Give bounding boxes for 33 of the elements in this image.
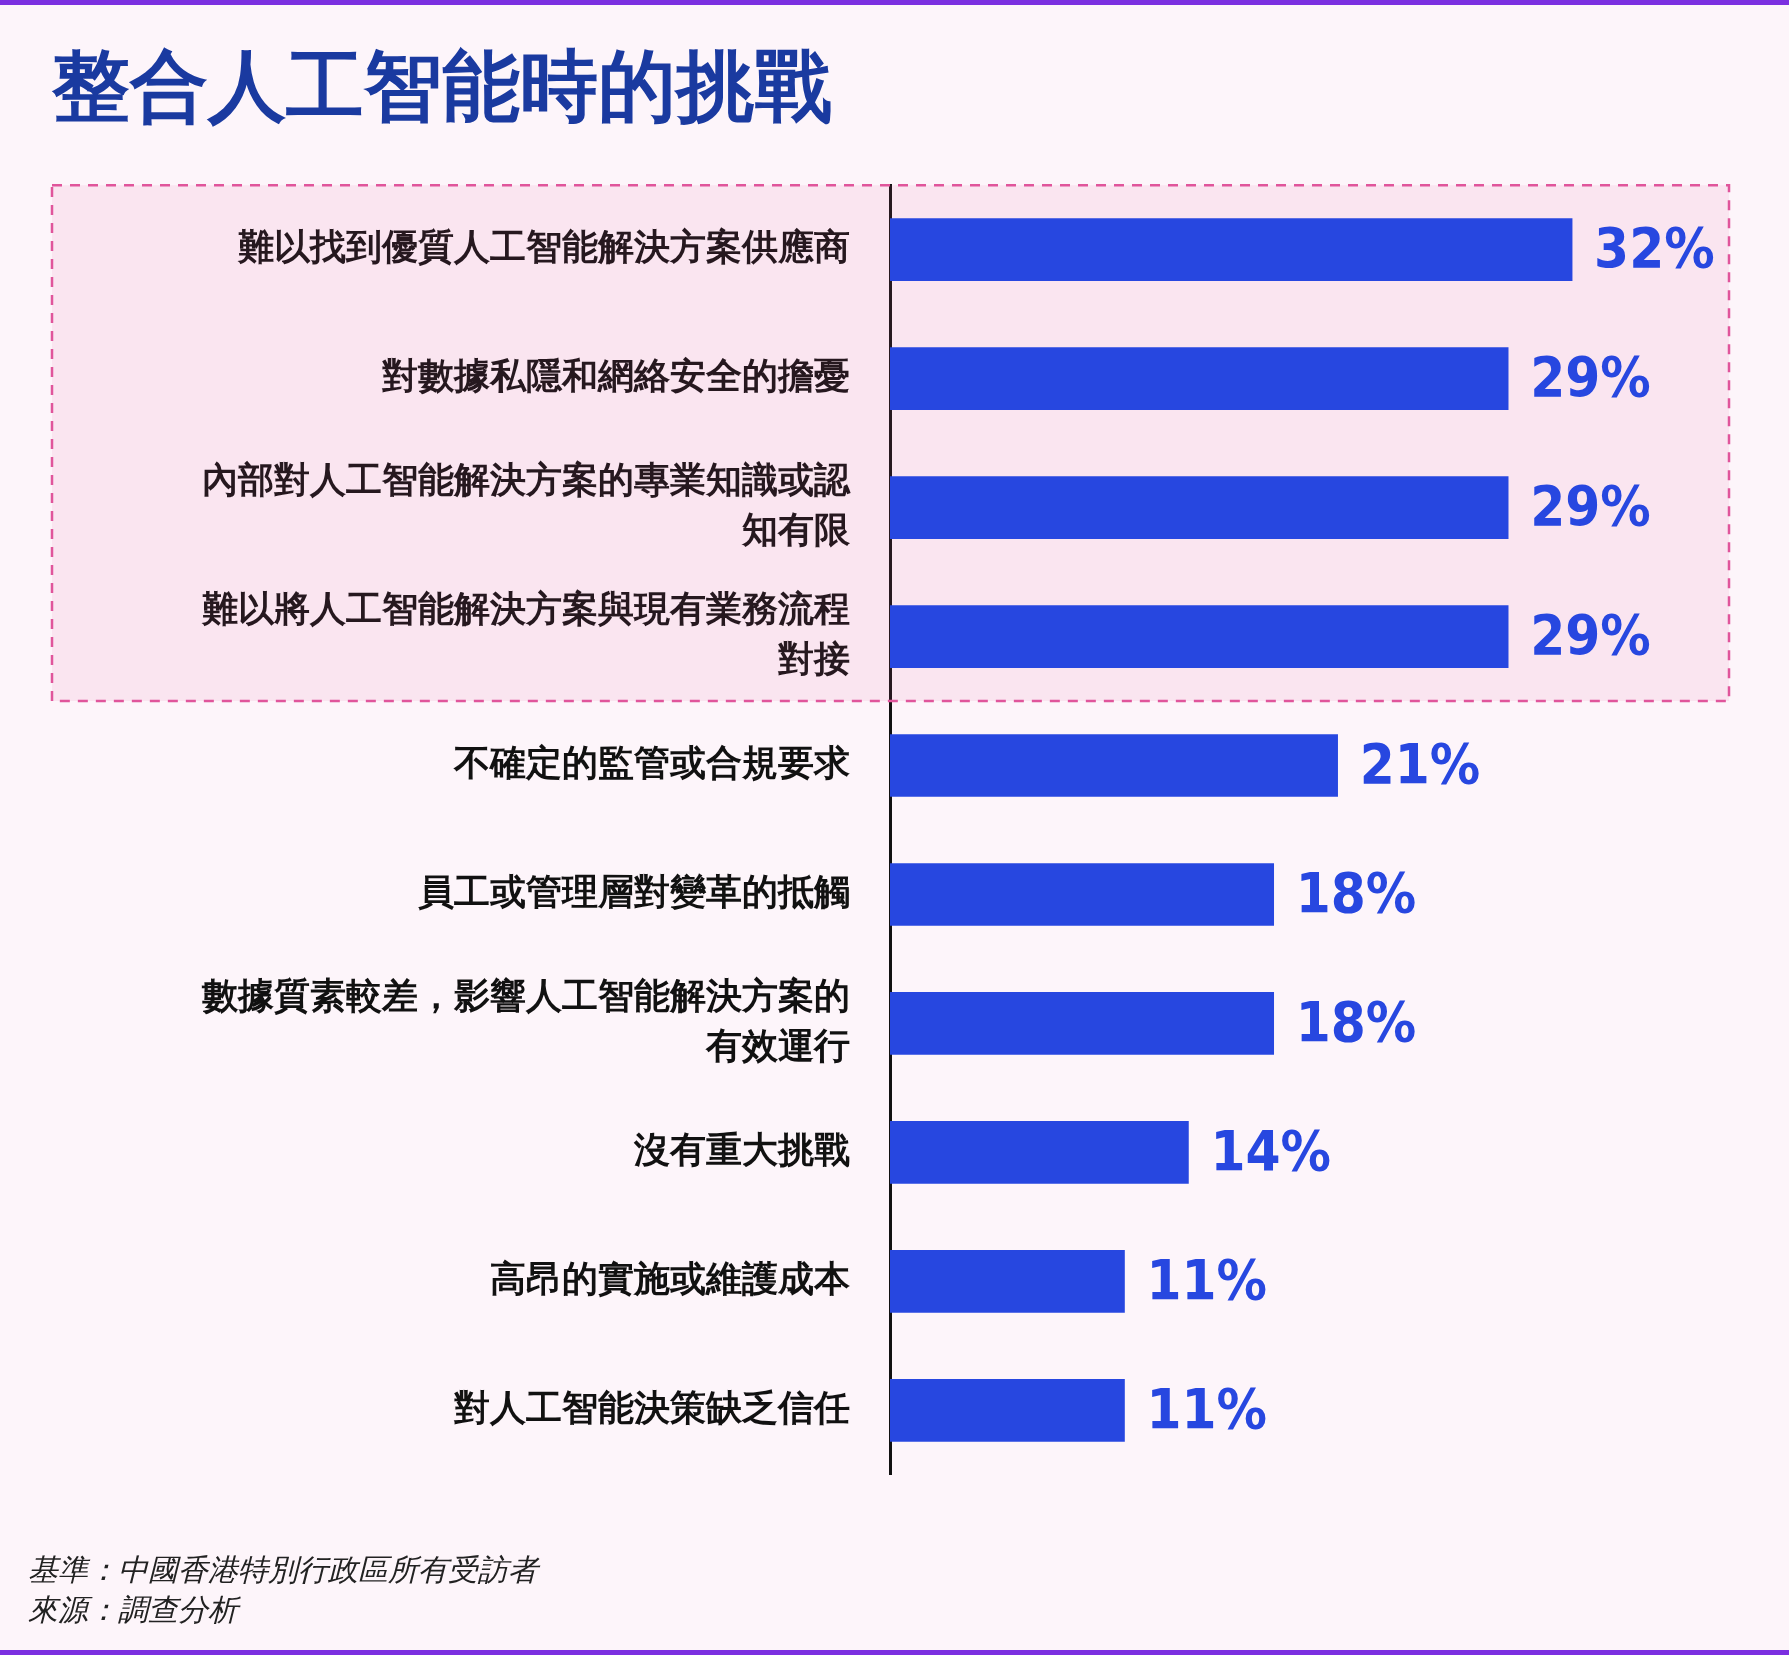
y-tick-label: 對人工智能決策缺乏信任 <box>453 1386 850 1428</box>
y-tick-label: 數據質素較差，影響人工智能解決方案的有效運行 <box>201 974 850 1066</box>
data-label: 18% <box>1295 860 1417 926</box>
y-tick-label: 對數據私隱和網絡安全的擔憂 <box>381 355 850 396</box>
data-label: 18% <box>1295 988 1417 1054</box>
y-tick-label: 難以找到優質人工智能解決方案供應商 <box>237 226 850 268</box>
data-label: 29% <box>1530 344 1651 410</box>
data-label: 11% <box>1146 1375 1268 1441</box>
text: 基準：中國香港特別行政區所有受訪者 <box>28 1551 538 1589</box>
data-label: 11% <box>1146 1246 1268 1312</box>
y-tick-label: 不確定的監管或合規要求 <box>453 741 850 783</box>
chart-title: 整合人工智能時的挑戰 <box>52 40 832 133</box>
y-tick-label: 員工或管理層對變革的抵觸 <box>418 870 850 912</box>
data-label: 29% <box>1530 473 1651 539</box>
data-label: 14% <box>1210 1117 1332 1183</box>
bar <box>890 347 1509 410</box>
bar <box>890 1121 1189 1184</box>
data-label: 21% <box>1359 731 1481 797</box>
bar <box>890 863 1275 926</box>
y-tick-label: 難以將人工智能解決方案與現有業務流程對接 <box>201 587 850 680</box>
y-tick-label: 內部對人工智能解決方案的專業知識或認知有限 <box>202 458 851 551</box>
bar <box>890 992 1275 1055</box>
data-label: 32% <box>1594 215 1715 281</box>
bar <box>890 734 1338 797</box>
bar <box>890 1378 1125 1442</box>
y-tick-label: 高昂的實施或維護成本 <box>490 1257 850 1299</box>
data-label: 29% <box>1530 602 1651 668</box>
bar <box>890 1250 1125 1313</box>
bar <box>890 605 1509 668</box>
text: 來源：調查分析 <box>28 1591 242 1629</box>
y-tick-label: 沒有重大挑戰 <box>633 1128 850 1170</box>
bar <box>890 476 1509 539</box>
bar <box>890 218 1573 282</box>
